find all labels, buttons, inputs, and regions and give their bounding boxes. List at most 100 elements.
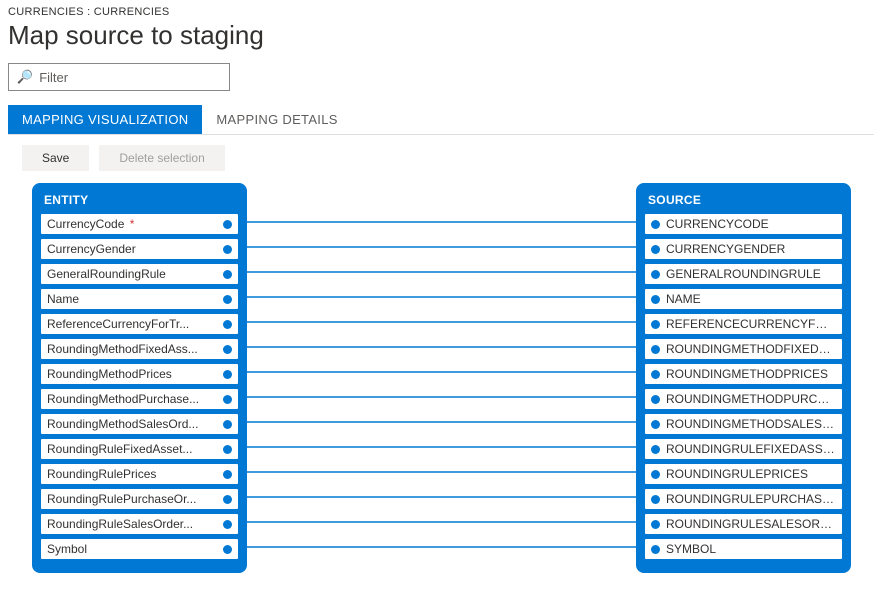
source-field-row[interactable]: ROUNDINGMETHODFIXEDASS... xyxy=(644,338,843,360)
entity-field-label: Symbol xyxy=(47,542,87,556)
source-field-label: ROUNDINGRULEPRICES xyxy=(666,467,808,481)
connector-dot[interactable] xyxy=(223,245,232,254)
source-field-label: NAME xyxy=(666,292,701,306)
connector-dot[interactable] xyxy=(223,395,232,404)
source-field-row[interactable]: CURRENCYGENDER xyxy=(644,238,843,260)
source-field-row[interactable]: GENERALROUNDINGRULE xyxy=(644,263,843,285)
connector-dot[interactable] xyxy=(223,470,232,479)
source-field-row[interactable]: SYMBOL xyxy=(644,538,843,560)
source-field-row[interactable]: ROUNDINGMETHODSALESORD... xyxy=(644,413,843,435)
source-field-row[interactable]: ROUNDINGMETHODPURCHASE... xyxy=(644,388,843,410)
connector-dot[interactable] xyxy=(651,370,660,379)
entity-field-label: CurrencyGender xyxy=(47,242,136,256)
source-field-label: ROUNDINGMETHODPURCHASE... xyxy=(666,392,836,406)
source-field-label: SYMBOL xyxy=(666,542,716,556)
connector-dot[interactable] xyxy=(223,520,232,529)
connector-dot[interactable] xyxy=(223,220,232,229)
search-icon: 🔍 xyxy=(17,69,33,85)
mapping-area: ENTITY CurrencyCode * CurrencyGender Gener… xyxy=(8,183,874,593)
required-mark: * xyxy=(126,217,134,231)
entity-field-row[interactable]: RoundingMethodSalesOrd... xyxy=(40,413,239,435)
connector-dot[interactable] xyxy=(223,545,232,554)
connector-dot[interactable] xyxy=(651,470,660,479)
source-panel-header: SOURCE xyxy=(644,189,843,213)
entity-field-label: RoundingMethodPrices xyxy=(47,367,172,381)
save-button[interactable]: Save xyxy=(22,145,89,171)
entity-field-row[interactable]: GeneralRoundingRule xyxy=(40,263,239,285)
connector-dot[interactable] xyxy=(651,295,660,304)
entity-field-label: CurrencyCode * xyxy=(47,217,134,231)
source-field-label: CURRENCYGENDER xyxy=(666,242,785,256)
source-field-row[interactable]: NAME xyxy=(644,288,843,310)
entity-field-row[interactable]: RoundingRuleFixedAsset... xyxy=(40,438,239,460)
delete-selection-button: Delete selection xyxy=(99,145,224,171)
toolbar: Save Delete selection xyxy=(8,135,874,183)
breadcrumb: CURRENCIES : CURRENCIES xyxy=(8,6,874,18)
entity-field-row[interactable]: RoundingRulePurchaseOr... xyxy=(40,488,239,510)
connector-dot[interactable] xyxy=(223,370,232,379)
source-panel: SOURCE CURRENCYCODE CURRENCYGENDER GENERAL… xyxy=(636,183,851,573)
entity-field-row[interactable]: CurrencyCode * xyxy=(40,213,239,235)
source-field-row[interactable]: ROUNDINGMETHODPRICES xyxy=(644,363,843,385)
entity-field-label: ReferenceCurrencyForTr... xyxy=(47,317,189,331)
connector-dot[interactable] xyxy=(651,345,660,354)
connector-dot[interactable] xyxy=(223,270,232,279)
connector-dot[interactable] xyxy=(651,445,660,454)
entity-field-label: RoundingMethodFixedAss... xyxy=(47,342,198,356)
entity-field-label: RoundingMethodPurchase... xyxy=(47,392,199,406)
source-field-row[interactable]: CURRENCYCODE xyxy=(644,213,843,235)
entity-field-row[interactable]: Symbol xyxy=(40,538,239,560)
connector-dot[interactable] xyxy=(651,320,660,329)
entity-field-row[interactable]: RoundingMethodFixedAss... xyxy=(40,338,239,360)
source-field-label: CURRENCYCODE xyxy=(666,217,769,231)
connector-dot[interactable] xyxy=(651,270,660,279)
entity-field-row[interactable]: RoundingMethodPrices xyxy=(40,363,239,385)
entity-field-label: RoundingRulePurchaseOr... xyxy=(47,492,196,506)
connector-dot[interactable] xyxy=(223,495,232,504)
entity-field-label: RoundingRuleFixedAsset... xyxy=(47,442,192,456)
page-title: Map source to staging xyxy=(8,20,874,51)
connector-dot[interactable] xyxy=(651,420,660,429)
source-field-label: ROUNDINGRULESALESORDER... xyxy=(666,517,836,531)
entity-field-row[interactable]: Name xyxy=(40,288,239,310)
connector-dot[interactable] xyxy=(223,345,232,354)
entity-panel: ENTITY CurrencyCode * CurrencyGender Gener… xyxy=(32,183,247,573)
entity-field-row[interactable]: CurrencyGender xyxy=(40,238,239,260)
connector-dot[interactable] xyxy=(223,445,232,454)
source-field-label: ROUNDINGMETHODFIXEDASS... xyxy=(666,342,836,356)
connector-dot[interactable] xyxy=(651,545,660,554)
connector-dot[interactable] xyxy=(223,420,232,429)
filter-box[interactable]: 🔍 xyxy=(8,63,230,91)
connector-dot[interactable] xyxy=(223,295,232,304)
entity-field-label: Name xyxy=(47,292,79,306)
source-field-label: REFERENCECURRENCYFORTR... xyxy=(666,317,836,331)
source-field-label: ROUNDINGRULEPURCHASEOR... xyxy=(666,492,836,506)
connector-dot[interactable] xyxy=(651,495,660,504)
connector-dot[interactable] xyxy=(651,395,660,404)
source-field-row[interactable]: ROUNDINGRULESALESORDER... xyxy=(644,513,843,535)
entity-field-label: GeneralRoundingRule xyxy=(47,267,166,281)
connector-dot[interactable] xyxy=(651,520,660,529)
filter-input[interactable] xyxy=(39,70,221,85)
entity-field-row[interactable]: RoundingMethodPurchase... xyxy=(40,388,239,410)
source-field-row[interactable]: ROUNDINGRULEPURCHASEOR... xyxy=(644,488,843,510)
entity-field-label: RoundingMethodSalesOrd... xyxy=(47,417,198,431)
entity-field-row[interactable]: RoundingRulePrices xyxy=(40,463,239,485)
tab-mapping-details[interactable]: MAPPING DETAILS xyxy=(202,105,351,134)
connector-dot[interactable] xyxy=(223,320,232,329)
entity-field-row[interactable]: RoundingRuleSalesOrder... xyxy=(40,513,239,535)
source-field-row[interactable]: ROUNDINGRULEFIXEDASSET... xyxy=(644,438,843,460)
entity-field-row[interactable]: ReferenceCurrencyForTr... xyxy=(40,313,239,335)
source-field-label: ROUNDINGRULEFIXEDASSET... xyxy=(666,442,836,456)
connector-dot[interactable] xyxy=(651,220,660,229)
source-field-row[interactable]: REFERENCECURRENCYFORTR... xyxy=(644,313,843,335)
connector-dot[interactable] xyxy=(651,245,660,254)
entity-field-label: RoundingRulePrices xyxy=(47,467,156,481)
source-field-label: ROUNDINGMETHODPRICES xyxy=(666,367,828,381)
tab-mapping-visualization[interactable]: MAPPING VISUALIZATION xyxy=(8,105,202,134)
tab-bar: MAPPING VISUALIZATION MAPPING DETAILS xyxy=(8,105,874,135)
entity-field-label: RoundingRuleSalesOrder... xyxy=(47,517,193,531)
entity-panel-header: ENTITY xyxy=(40,189,239,213)
source-field-row[interactable]: ROUNDINGRULEPRICES xyxy=(644,463,843,485)
source-field-label: ROUNDINGMETHODSALESORD... xyxy=(666,417,836,431)
